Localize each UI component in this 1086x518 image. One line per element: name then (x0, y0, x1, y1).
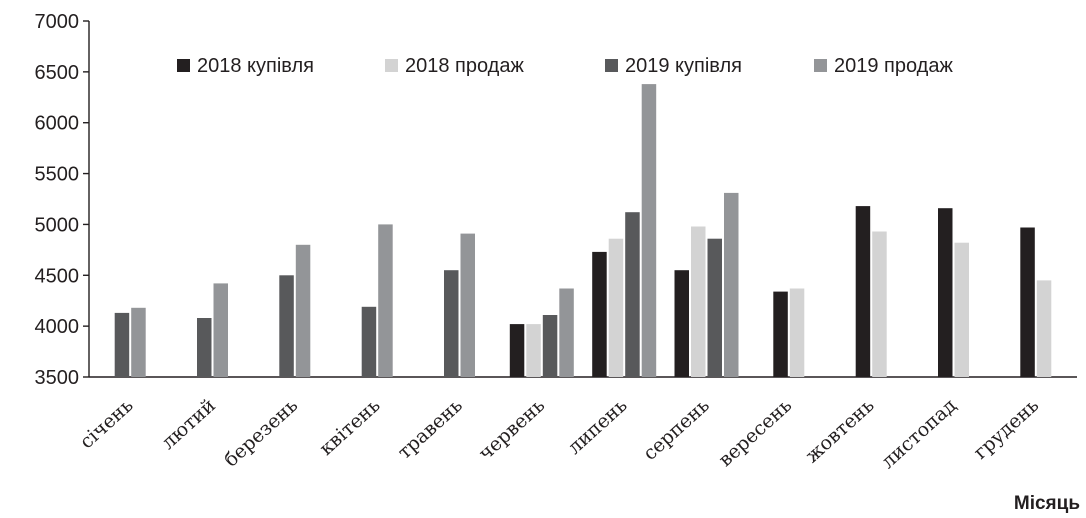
bar-2019-купівля-7 (707, 238, 722, 377)
x-axis: січень лютий березень квітень травень червень… (76, 376, 1077, 473)
bar-2018-купівля-8 (773, 291, 788, 377)
y-tick-label: 6000 (35, 113, 80, 135)
x-tick-label: вересень (714, 394, 796, 471)
legend-swatch (814, 59, 827, 72)
x-tick-label: січень (76, 394, 138, 453)
bar-2018-продаж-9 (872, 231, 887, 377)
bar-2018-купівля-6 (592, 251, 607, 377)
x-tick-label: травень (393, 394, 466, 463)
bar-2018-продаж-7 (691, 226, 706, 377)
bar-2019-купівля-4 (444, 270, 459, 377)
bar-2018-купівля-9 (855, 206, 871, 377)
bar-2018-продаж-8 (789, 288, 805, 377)
y-tick-label: 7000 (35, 11, 80, 33)
legend-label: 2019 продаж (834, 55, 953, 77)
y-tick-label: 4000 (35, 316, 80, 338)
bar-2019-продаж-3 (378, 224, 393, 377)
y-tick-label: 5500 (35, 164, 80, 186)
bar-2019-продаж-4 (460, 233, 475, 377)
x-tick-label: квітень (315, 394, 384, 459)
x-tick-label: жовтень (801, 394, 878, 467)
x-tick-label: грудень (970, 394, 1044, 463)
bar-2019-продаж-5 (559, 288, 574, 377)
x-tick-label: серпень (639, 394, 714, 465)
legend-swatch (385, 59, 398, 72)
bar-2018-продаж-6 (608, 238, 624, 377)
x-axis-title: Місяць (1014, 493, 1080, 514)
y-tick-label: 4500 (35, 265, 80, 287)
bar-2018-купівля-5 (509, 324, 525, 377)
legend-swatch (177, 59, 190, 72)
x-tick-label: червень (474, 394, 549, 464)
bar-2019-продаж-6 (641, 84, 657, 377)
bar-2018-продаж-11 (1036, 280, 1052, 377)
legend-swatch (605, 59, 618, 72)
bar-2018-купівля-10 (938, 208, 953, 377)
y-axis: 3500 4000 4500 5000 5500 6000 6500 7000 (35, 11, 90, 389)
bar-2018-купівля-7 (674, 270, 689, 377)
y-tick-label: 6500 (35, 62, 80, 84)
x-tick-label: липень (564, 394, 632, 458)
x-tick-label: листопад (877, 394, 961, 473)
bar-2019-купівля-3 (361, 306, 377, 377)
bars (114, 84, 1052, 377)
legend-label: 2018 купівля (197, 55, 314, 77)
x-tick-label: лютий (157, 394, 220, 453)
legend: 2018 купівля 2018 продаж 2019 купівля 2019 … (177, 55, 953, 77)
bar-2019-купівля-5 (542, 315, 558, 377)
bar-2019-купівля-1 (197, 318, 212, 377)
bar-2019-продаж-7 (724, 192, 739, 377)
bar-2018-купівля-11 (1020, 227, 1035, 377)
y-tick-label: 5000 (35, 214, 80, 236)
bar-2019-купівля-6 (625, 212, 640, 377)
legend-label: 2019 купівля (625, 55, 742, 77)
bar-2019-купівля-0 (114, 312, 130, 377)
x-tick-label: березень (220, 394, 302, 471)
legend-label: 2018 продаж (405, 55, 524, 77)
bar-2018-продаж-10 (954, 242, 969, 377)
y-tick-label: 3500 (35, 367, 80, 389)
bar-2019-купівля-2 (279, 275, 294, 377)
bar-2019-продаж-2 (295, 244, 311, 377)
bar-2019-продаж-0 (131, 307, 146, 377)
bar-2018-продаж-5 (526, 324, 541, 377)
bar-2019-продаж-1 (213, 283, 228, 377)
